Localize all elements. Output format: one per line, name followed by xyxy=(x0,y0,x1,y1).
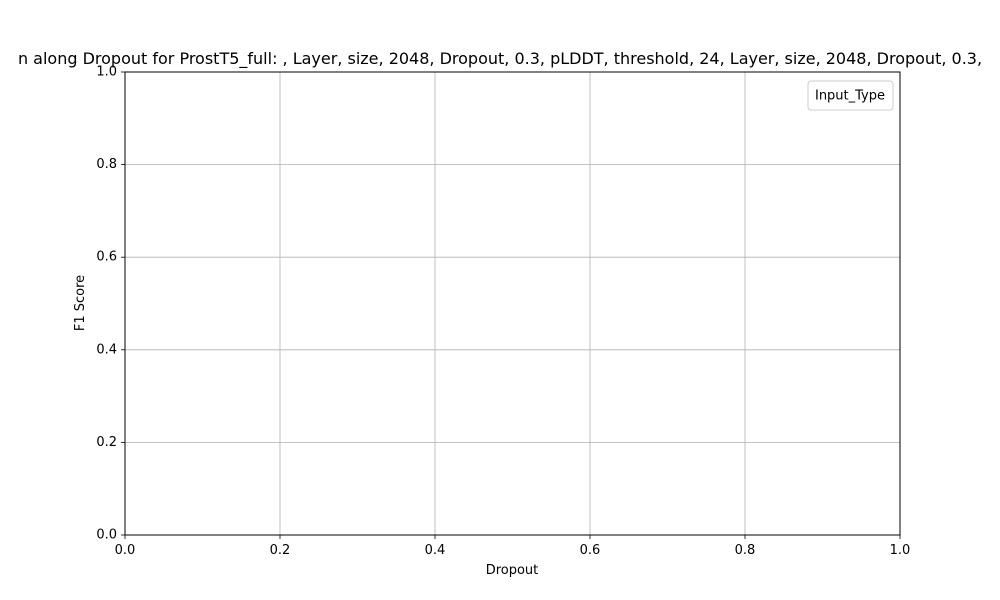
x-tick-label: 0.2 xyxy=(270,543,291,558)
x-axis-label: Dropout xyxy=(486,563,539,578)
plot-area xyxy=(124,71,901,536)
chart-title: n along Dropout for ProstT5_full: , Laye… xyxy=(18,49,982,69)
y-tick-label: 1.0 xyxy=(96,65,117,80)
y-tick-label: 0.8 xyxy=(96,157,117,172)
x-tick-label: 1.0 xyxy=(890,543,911,558)
y-tick-label: 0.2 xyxy=(96,435,117,450)
plot-background xyxy=(125,72,900,535)
y-tick-label: 0.6 xyxy=(96,250,117,265)
plot-frame xyxy=(124,71,901,536)
x-tick-label: 0.8 xyxy=(735,543,756,558)
legend-box xyxy=(807,80,894,111)
y-tick-label: 0.4 xyxy=(96,342,117,357)
x-tick-label: 0.4 xyxy=(425,543,446,558)
legend: Input_Type xyxy=(807,80,894,111)
y-tick-label: 0.0 xyxy=(96,528,117,543)
y-axis-ticks: 0.0 0.2 0.4 0.6 0.8 1.0 xyxy=(96,65,125,543)
x-tick-label: 0.6 xyxy=(580,543,601,558)
legend-title: Input_Type xyxy=(815,89,885,104)
y-axis-label: F1 Score xyxy=(73,275,88,331)
x-tick-label: 0.0 xyxy=(115,543,136,558)
x-axis-ticks: 0.0 0.2 0.4 0.6 0.8 1.0 xyxy=(115,535,911,558)
